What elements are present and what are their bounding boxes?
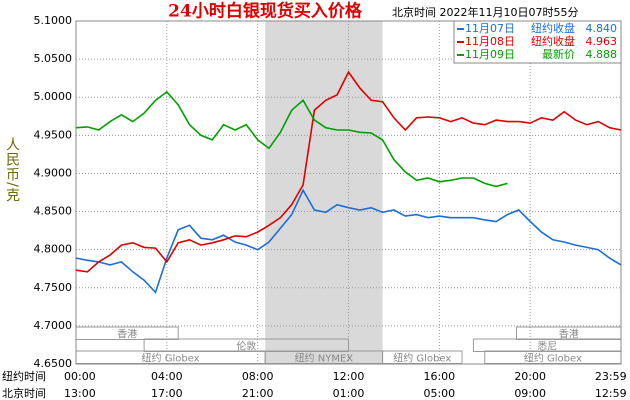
x2-tick-label: 17:00 [151,387,183,400]
y-axis-label: 人民币/克 [4,137,20,203]
y-tick-label: 4.9000 [34,166,73,179]
session-label: 纽约 Globex [142,351,200,364]
x2-tick-label: 05:00 [423,387,455,400]
legend-value: 4.963 [586,35,618,48]
y-tick-label: 4.6500 [34,357,73,370]
legend-value: 4.840 [586,22,618,35]
session-shade [265,21,383,364]
x-tick-label: 08:00 [242,370,274,383]
legend-name: 11月09日 [465,48,515,61]
session-label: 纽约 NYMEX [295,351,354,364]
x-tick-label: 00:00 [64,370,96,383]
y-tick-label: 5.0000 [34,90,73,103]
y-tick-label: 4.9500 [34,128,73,141]
y-tick-label: 4.7000 [34,319,73,332]
legend-note: 纽约收盘 [531,21,575,35]
x-row-label: 北京时间 [2,386,46,400]
chart-title: 24小时白银现货买入价格 [168,1,363,22]
chart-subtitle: 北京时间 2022年11月10日07时55分 [392,5,578,19]
series-line [75,188,622,294]
x-tick-label: 20:00 [514,370,546,383]
legend-name: 11月07日 [465,22,515,35]
x2-tick-label: 13:00 [64,387,96,400]
y-tick-label: 5.0500 [34,52,73,65]
legend-name: 11月08日 [465,35,515,48]
series-line [75,70,622,273]
legend-note: 最新价 [542,47,575,61]
x2-tick-label: 12:59 [595,387,627,400]
y-tick-label: 4.8500 [34,205,73,218]
x-tick-label: 16:00 [423,370,455,383]
series-line [75,90,508,188]
session-label: 香港 [117,328,137,340]
legend-box [453,20,622,64]
y-tick-label: 4.7500 [34,281,73,294]
legend-value: 4.888 [586,48,618,61]
x-tick-label: 04:00 [151,370,183,383]
x2-tick-label: 09:00 [514,387,546,400]
session-label: 纽约 Globex [393,351,451,364]
x2-tick-label: 01:00 [333,387,365,400]
x-row-label: 纽约时间 [2,369,46,383]
session-label: 悉尼 [537,340,557,352]
x-tick-label: 12:00 [333,370,365,383]
x2-tick-label: 21:00 [242,387,274,400]
session-label: 伦敦 [236,339,256,352]
session-label: 纽约 Globex [524,351,582,364]
x-tick-label: 23:59 [595,370,627,383]
session-label: 香港 [559,328,579,340]
y-tick-label: 5.1000 [34,14,73,27]
y-tick-label: 4.8000 [34,243,73,256]
legend-note: 纽约收盘 [531,34,575,48]
plot-frame [75,20,622,365]
